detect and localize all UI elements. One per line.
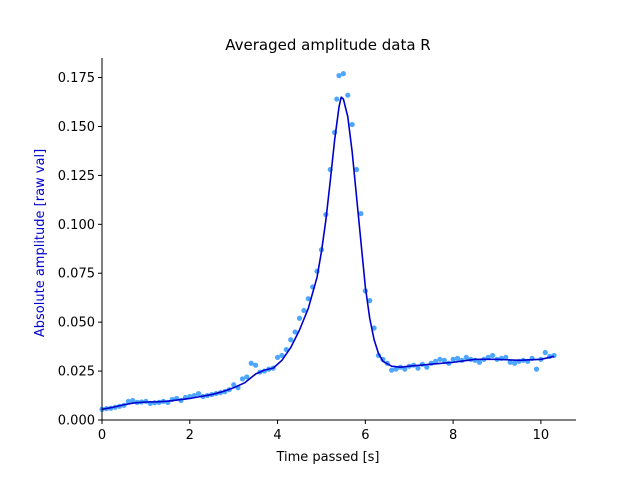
data-point [334,96,340,102]
data-point [542,349,548,356]
y-tick-label: 0.075 [58,267,95,282]
data-point [454,355,461,361]
fit-line [101,96,555,411]
data-point [296,315,303,321]
data-point [353,166,360,173]
data-point [305,296,311,302]
data-point [125,398,131,405]
data-point [490,352,496,359]
data-point [437,356,443,362]
data-point [288,337,294,343]
y-tick-label: 0.050 [58,316,95,331]
y-tick-label: 0.175 [58,71,95,86]
x-axis-title: Time passed [s] [275,450,379,465]
x-tick-label: 4 [273,428,281,443]
y-tick-label: 0.000 [58,414,95,429]
data-point [402,366,408,372]
data-point [301,307,307,314]
y-axis-title: Absolute amplitude [raw val] [33,149,48,337]
data-point [336,73,342,79]
data-point [393,366,399,372]
chart-title: Averaged amplitude data R [225,36,430,54]
data-point [248,360,254,366]
data-point [503,354,509,360]
data-point [463,354,469,360]
y-tick-label: 0.125 [58,169,95,184]
x-tick-label: 6 [361,428,369,443]
data-point [195,390,202,397]
data-point [239,376,246,382]
data-point [424,364,430,370]
x-tick-label: 0 [98,428,106,443]
data-point [244,374,250,380]
y-axis-ticks: 0.000 0.025 0.050 0.075 0.100 0.125 0.150 0.175 [58,71,102,429]
plot-area [99,71,557,412]
data-point [507,359,513,365]
y-tick-label: 0.025 [58,365,95,380]
data-point [292,329,298,335]
data-point [441,357,447,363]
data-point [389,367,395,373]
data-point [340,71,346,77]
y-tick-label: 0.150 [58,120,95,135]
data-point [279,352,285,359]
data-point [450,356,456,362]
data-point [231,382,237,388]
data-point [345,92,351,98]
data-point [533,366,540,372]
data-point [130,397,136,404]
data-point [432,358,439,364]
data-point [415,365,421,371]
x-axis-ticks: 0 2 4 6 8 10 [98,420,549,443]
data-point [253,362,259,368]
data-point [358,210,364,217]
data-point [349,121,355,128]
data-point [511,360,518,366]
data-point [367,298,373,304]
data-point [476,359,483,365]
x-tick-label: 8 [449,428,457,443]
y-tick-label: 0.100 [58,218,95,233]
x-tick-label: 10 [533,428,550,443]
data-point [274,354,281,360]
x-tick-label: 2 [186,428,194,443]
data-point [371,325,377,331]
